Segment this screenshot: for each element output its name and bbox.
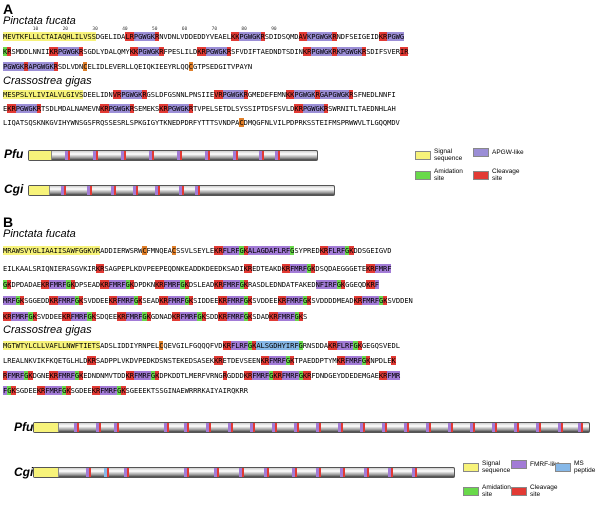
- seq-a-pfu-3: PGWGKRAPGWGKRSDLVDNCELIDLEVERLLQEIQKIEEY…: [3, 62, 253, 71]
- seq-b-pfu-1: MRAWSVYGLIAAIISAWFGGKVRADDIERWSRWCFMNQEA…: [3, 246, 392, 255]
- seq-a-cgi-2: EKRPGWGKRTSDLMDALNAMEVNKRPGWGKRSEMEKSKRP…: [3, 104, 396, 113]
- panel-a-pfu-title: Pinctata fucata: [3, 15, 76, 27]
- map-b-pfu-label: Pfu: [14, 420, 34, 434]
- map-a-pfu-bar: [28, 150, 318, 161]
- legend-b-signal: Signal sequence: [482, 460, 511, 474]
- seq-a-pfu-2: KRSMDDLNNIIKRPGWGKRSGDLYDALQMYKKPGWGKRFP…: [3, 47, 409, 56]
- map-b-pfu-bar: [33, 422, 590, 433]
- seq-b-pfu-3: GKDPDADAEKRFMRFGKDPSEADKRFMRFGKDPDKNKRFM…: [3, 280, 379, 289]
- amidation-swatch: [415, 170, 431, 180]
- legend-a-cleave: Cleavage site: [492, 168, 520, 182]
- seq-b-pfu-5: KRFMRFGKSVDDEEKRFMRFGKSDQEEKRFMRFGKGDNAD…: [3, 312, 308, 321]
- map-a-pfu-label: Pfu: [4, 147, 24, 161]
- fmrf-swatch: [511, 460, 527, 469]
- seq-a-cgi-3: LIQATSQSKNKGVIHYWNSGSFRQSSESRLSPKGIGYTKN…: [3, 118, 400, 127]
- panel-a-cgi-title: Crassostrea gigas: [3, 75, 92, 87]
- cleavage-swatch: [511, 486, 527, 496]
- map-a-cgi-label: Cgi: [4, 182, 24, 196]
- panel-b-pfu-title: Pinctata fucata: [3, 228, 76, 240]
- map-a-cgi-bar: [28, 185, 335, 196]
- seq-a-cgi-1: MESPSLYLIVIALVLGIVSDEELIDNVRPGWGKRGSLDFG…: [3, 90, 396, 99]
- ms-swatch: [555, 462, 571, 472]
- legend-b-fmrf: FMRF-like: [530, 461, 560, 468]
- legend-b: Signal sequence FMRF-like MS peptide Ami…: [463, 460, 598, 506]
- map-b-cgi-bar: [33, 467, 455, 478]
- legend-b-cleave: Cleavage site: [530, 484, 558, 498]
- seq-b-pfu-2: EILKAALSRIQNIERASGVKIRKRSAGPEPLKDVPEEPEQ…: [3, 264, 392, 273]
- panel-b-label: B: [3, 214, 14, 230]
- seq-b-cgi-1: MGTWTYLCLLVAFLLNWFTIETSADSLIDDIYRNPELCQE…: [3, 341, 400, 350]
- panel-b-cgi-title: Crassostrea gigas: [3, 324, 92, 336]
- legend-a-amid: Amidation site: [434, 168, 463, 182]
- seq-b-cgi-3: RFMRFGKDGNEKRFMRFGKEDNDNMVTDDKRFMRFGKDPK…: [3, 371, 401, 380]
- signal-swatch: [415, 150, 431, 160]
- cleavage-swatch: [473, 170, 489, 180]
- seq-b-pfu-4: MRFGKSGGEDDKRFMRFGKSVDDEEKRFMRFGKSEADKRF…: [3, 296, 413, 305]
- seq-a-pfu-1: MEVTKFLLLCTAIAQHLILVSSDGELIDALRPGWGKRNVD…: [3, 32, 405, 41]
- seq-b-cgi-2: LREALNKVIKFKQETGLHLDKRSADPPLVKDVPEDKDSNS…: [3, 356, 396, 365]
- seq-b-cgi-4: FGKSGDEEKRFMRFGKSGDEEKRFMRFGKSGEEEKTSSGI…: [3, 386, 248, 395]
- legend-a-apgw: APGW-like: [492, 149, 524, 156]
- legend-a: Signal sequence APGW-like Amidation site…: [415, 148, 595, 188]
- signal-swatch: [463, 462, 479, 472]
- map-b-cgi-label: Cgi: [14, 465, 34, 479]
- tick-row: 10 20 30 40 50 60 70 80 90: [3, 27, 277, 32]
- legend-a-signal: Signal sequence: [434, 148, 463, 162]
- legend-b-ms: MS peptide: [574, 460, 596, 474]
- panel-a-label: A: [3, 1, 14, 17]
- apgw-swatch: [473, 148, 489, 157]
- legend-b-amid: Amidation site: [482, 484, 511, 498]
- amidation-swatch: [463, 486, 479, 496]
